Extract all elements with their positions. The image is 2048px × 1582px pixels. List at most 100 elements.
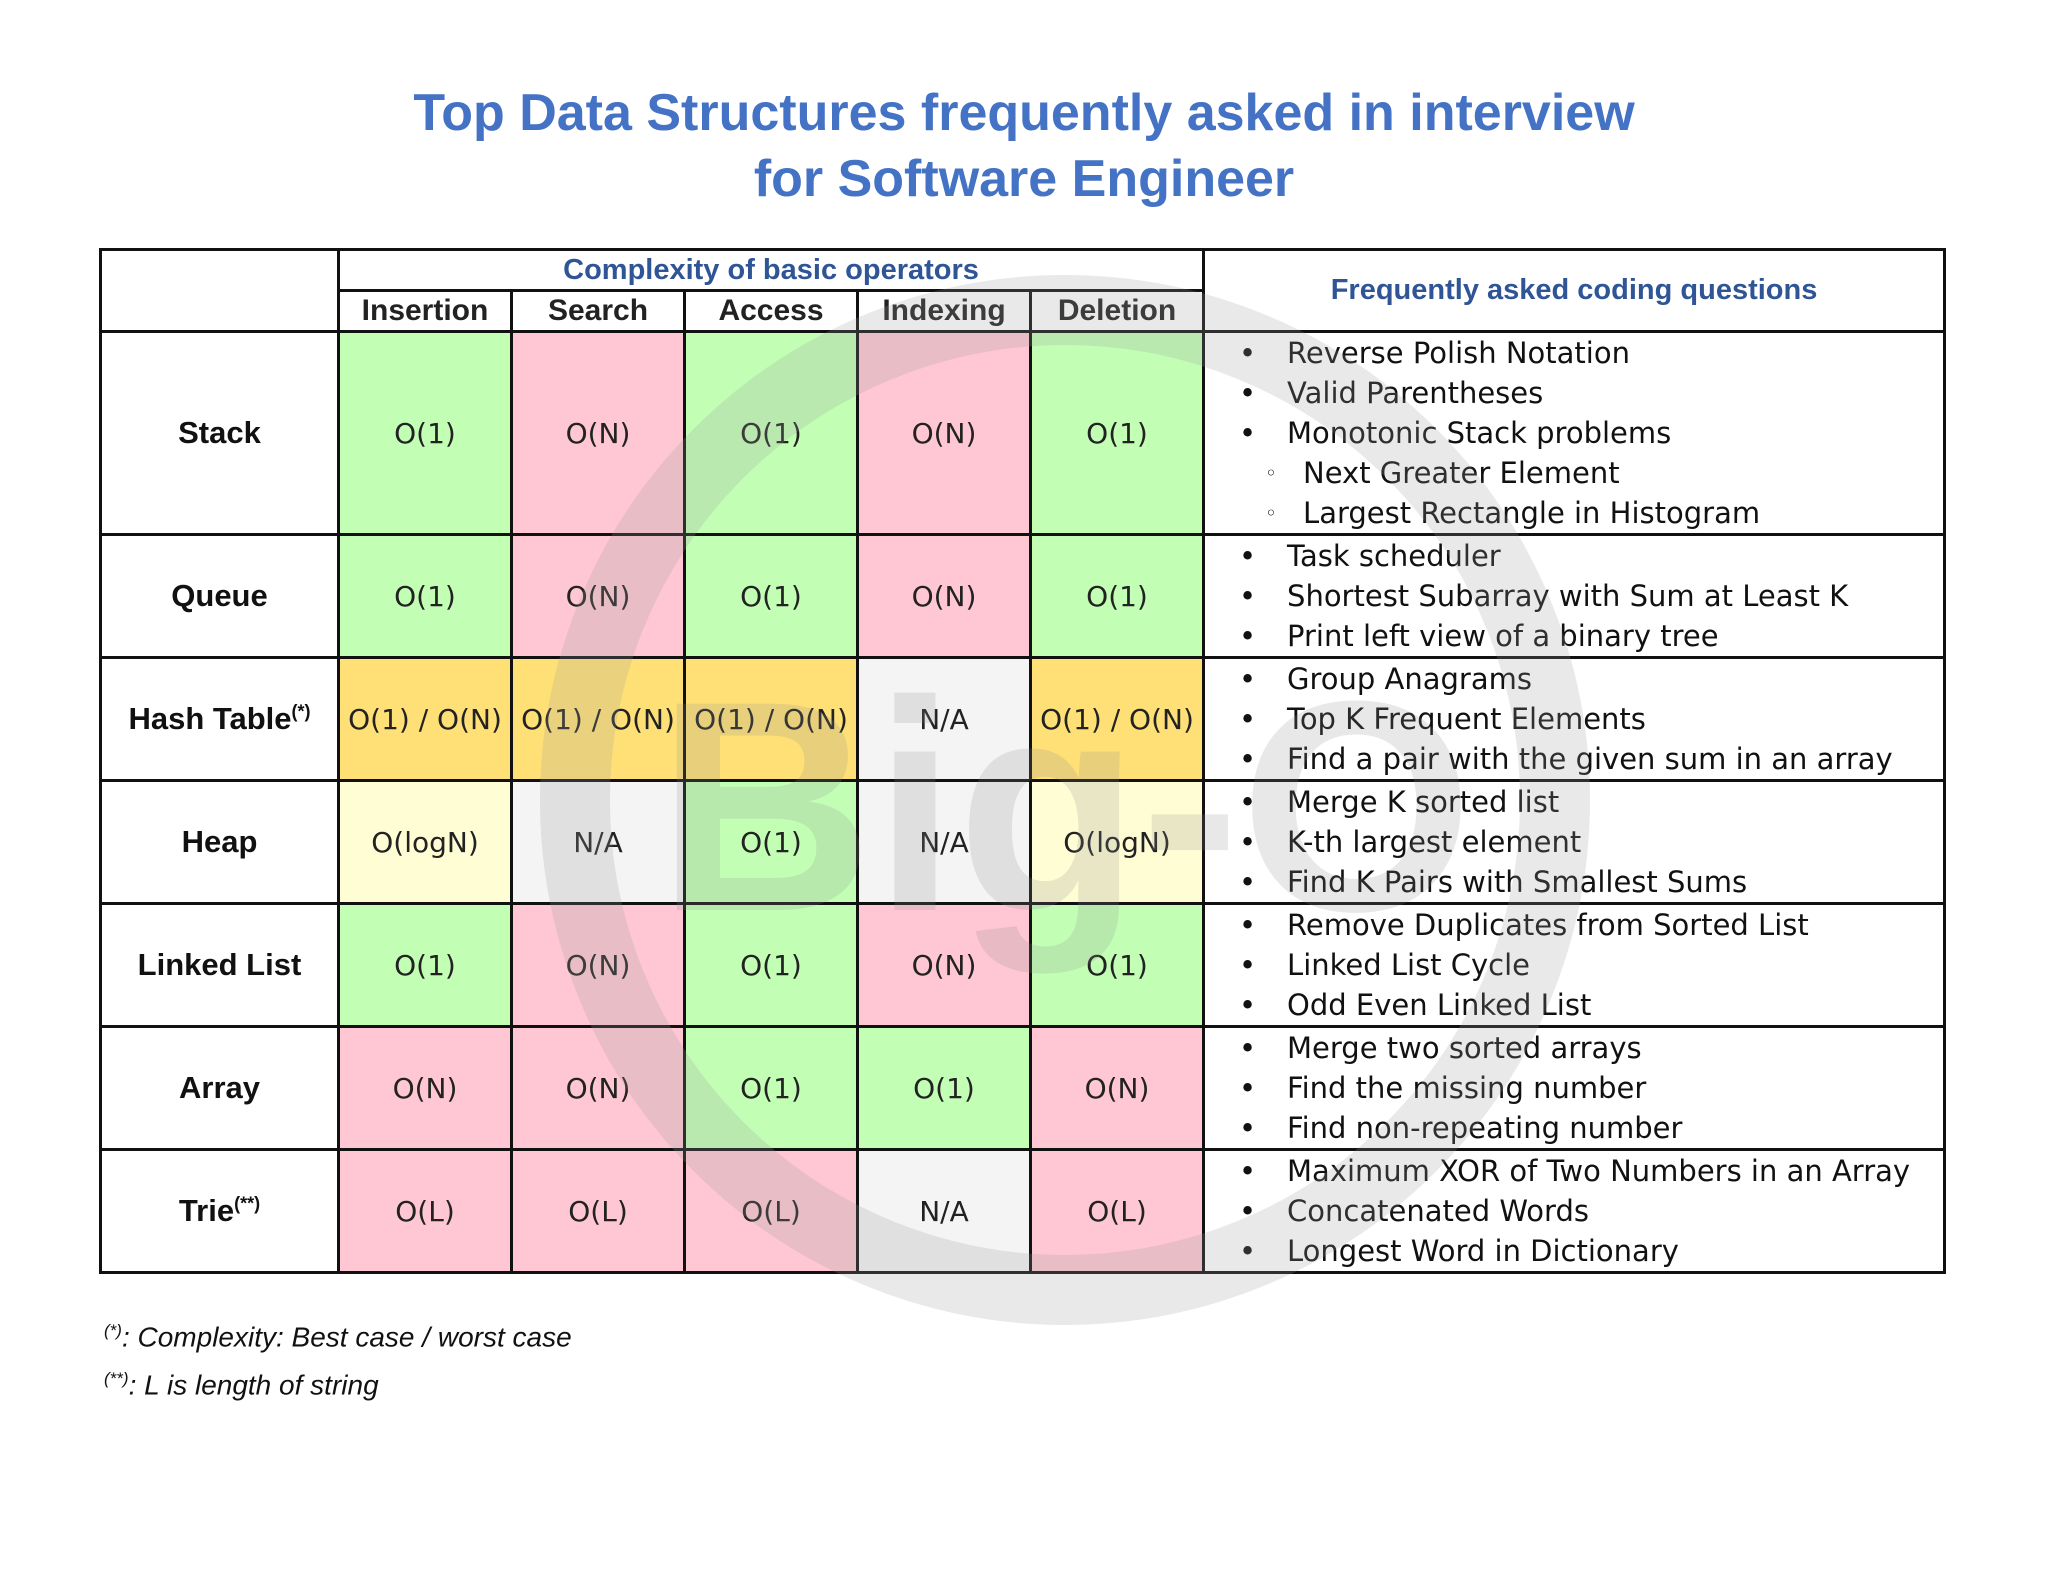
footnote-1: (*): Complexity: Best case / worst case (104, 1321, 572, 1353)
question-item: • Linked List Cycle (1239, 948, 1531, 982)
question-item: • Reverse Polish Notation (1239, 336, 1630, 370)
sub-question-item: ◦ Next Greater Element (1265, 456, 1620, 490)
ds-label: Linked List (137, 947, 302, 982)
cell-access: O(L) (683, 1148, 859, 1274)
cell-deletion: O(1) / O(N) (1028, 656, 1206, 782)
question-list: • Task scheduler • Shortest Subarray with … (1205, 536, 1943, 656)
ds-name: Heap (99, 779, 340, 905)
op-header-insertion: Insertion (337, 289, 513, 333)
cell-indexing: O(N) (856, 533, 1032, 659)
cell-search: O(N) (510, 533, 686, 659)
questions-cell: • Merge two sorted arrays • Find the missi… (1202, 1025, 1947, 1151)
questions-cell: • Group Anagrams • Top K Frequent Elements… (1202, 656, 1947, 782)
row-queue: Queue O(1) O(N) O(1) O(N) O(1) • Task sch… (99, 533, 1947, 659)
question-list: • Maximum XOR of Two Numbers in an Array … (1205, 1151, 1943, 1271)
cell-deletion: O(L) (1028, 1148, 1206, 1274)
cell-search: O(L) (510, 1148, 686, 1274)
question-item: • Valid Parentheses (1239, 376, 1544, 410)
cell-insertion: O(L) (337, 1148, 513, 1274)
cell-insertion: O(1) (337, 330, 513, 536)
footnote-mark: (**) (234, 1193, 261, 1214)
question-item: • Concatenated Words (1239, 1194, 1589, 1228)
cell-indexing: O(N) (856, 330, 1032, 536)
cell-insertion: O(1) (337, 902, 513, 1028)
ds-label: Stack (178, 415, 261, 450)
cell-indexing: N/A (856, 1148, 1032, 1274)
row-trie: Trie(**) O(L) O(L) O(L) N/A O(L) • Maximu… (99, 1148, 1947, 1274)
row-linked-list: Linked List O(1) O(N) O(1) O(N) O(1) • Re… (99, 902, 1947, 1028)
question-item: • Find K Pairs with Smallest Sums (1239, 865, 1748, 899)
question-item: • Remove Duplicates from Sorted List (1239, 908, 1809, 942)
cell-deletion: O(N) (1028, 1025, 1206, 1151)
row-hash-table: Hash Table(*) O(1) / O(N) O(1) / O(N) O(… (99, 656, 1947, 782)
questions-header: Frequently asked coding questions (1202, 248, 1947, 333)
cell-deletion: O(1) (1028, 533, 1206, 659)
row-array: Array O(N) O(N) O(1) O(1) O(N) • Merge tw… (99, 1025, 1947, 1151)
page-title: Top Data Structures frequently asked in … (0, 80, 2048, 212)
question-item: • Monotonic Stack problems (1239, 416, 1672, 450)
cell-access: O(1) (683, 1025, 859, 1151)
cell-indexing: O(1) (856, 1025, 1032, 1151)
ds-label: Trie (178, 1193, 235, 1228)
question-item: • Print left view of a binary tree (1239, 619, 1719, 653)
question-item: • Find the missing number (1239, 1071, 1647, 1105)
question-item: • Maximum XOR of Two Numbers in an Array (1239, 1154, 1911, 1188)
question-item: • Shortest Subarray with Sum at Least K (1239, 579, 1849, 613)
op-header-deletion: Deletion (1028, 289, 1206, 333)
ds-label: Queue (171, 578, 268, 613)
question-item: • Group Anagrams (1239, 662, 1532, 696)
question-item: • Merge K sorted list (1239, 785, 1560, 819)
cell-deletion: O(logN) (1028, 779, 1206, 905)
corner-cell (99, 248, 340, 333)
cell-deletion: O(1) (1028, 902, 1206, 1028)
questions-cell: • Maximum XOR of Two Numbers in an Array … (1202, 1148, 1947, 1274)
ds-name: Queue (99, 533, 340, 659)
ds-label: Array (179, 1070, 260, 1105)
op-header-indexing: Indexing (856, 289, 1032, 333)
footnote-2: (**): L is length of string (104, 1369, 379, 1401)
ds-name: Stack (99, 330, 340, 536)
cell-insertion: O(1) / O(N) (337, 656, 513, 782)
question-list: • Group Anagrams • Top K Frequent Elements… (1205, 659, 1943, 779)
question-item: • Find a pair with the given sum in an ar… (1239, 742, 1893, 776)
question-list: • Merge K sorted list • K-th largest eleme… (1205, 782, 1943, 902)
cell-access: O(1) (683, 902, 859, 1028)
question-item: • Task scheduler (1239, 539, 1501, 573)
cell-indexing: N/A (856, 779, 1032, 905)
cell-search: O(N) (510, 330, 686, 536)
cell-access: O(1) (683, 533, 859, 659)
footnote-mark: (*) (291, 701, 311, 722)
question-item: • Find non-repeating number (1239, 1111, 1683, 1145)
ds-name: Array (99, 1025, 340, 1151)
cell-insertion: O(1) (337, 533, 513, 659)
questions-cell: • Reverse Polish Notation • Valid Parenthe… (1202, 330, 1947, 536)
cell-insertion: O(N) (337, 1025, 513, 1151)
questions-cell: • Remove Duplicates from Sorted List • Lin… (1202, 902, 1947, 1028)
cell-deletion: O(1) (1028, 330, 1206, 536)
ds-label: Heap (181, 824, 258, 859)
questions-cell: • Task scheduler • Shortest Subarray with … (1202, 533, 1947, 659)
title-line-2: for Software Engineer (753, 150, 1295, 208)
cell-search: O(N) (510, 1025, 686, 1151)
cell-insertion: O(logN) (337, 779, 513, 905)
ds-label: Hash Table (128, 701, 292, 736)
ds-name: Trie(**) (99, 1148, 340, 1274)
ds-name: Hash Table(*) (99, 656, 340, 782)
complexity-table: Complexity of basic operators Frequently… (99, 248, 1947, 1274)
cell-access: O(1) / O(N) (683, 656, 859, 782)
cell-access: O(1) (683, 779, 859, 905)
question-item: • Longest Word in Dictionary (1239, 1234, 1679, 1268)
cell-search: N/A (510, 779, 686, 905)
question-list: • Merge two sorted arrays • Find the missi… (1205, 1028, 1943, 1148)
cell-indexing: O(N) (856, 902, 1032, 1028)
row-heap: Heap O(logN) N/A O(1) N/A O(logN) • Merge… (99, 779, 1947, 905)
op-header-search: Search (510, 289, 686, 333)
cell-search: O(N) (510, 902, 686, 1028)
footnotes: (*): Complexity: Best case / worst case … (104, 1310, 572, 1407)
cell-indexing: N/A (856, 656, 1032, 782)
question-list: • Reverse Polish Notation • Valid Parenthe… (1205, 333, 1943, 533)
question-item: • Merge two sorted arrays (1239, 1031, 1642, 1065)
question-item: • Odd Even Linked List (1239, 988, 1592, 1022)
row-stack: Stack O(1) O(N) O(1) O(N) O(1) • Reverse … (99, 330, 1947, 536)
cell-access: O(1) (683, 330, 859, 536)
